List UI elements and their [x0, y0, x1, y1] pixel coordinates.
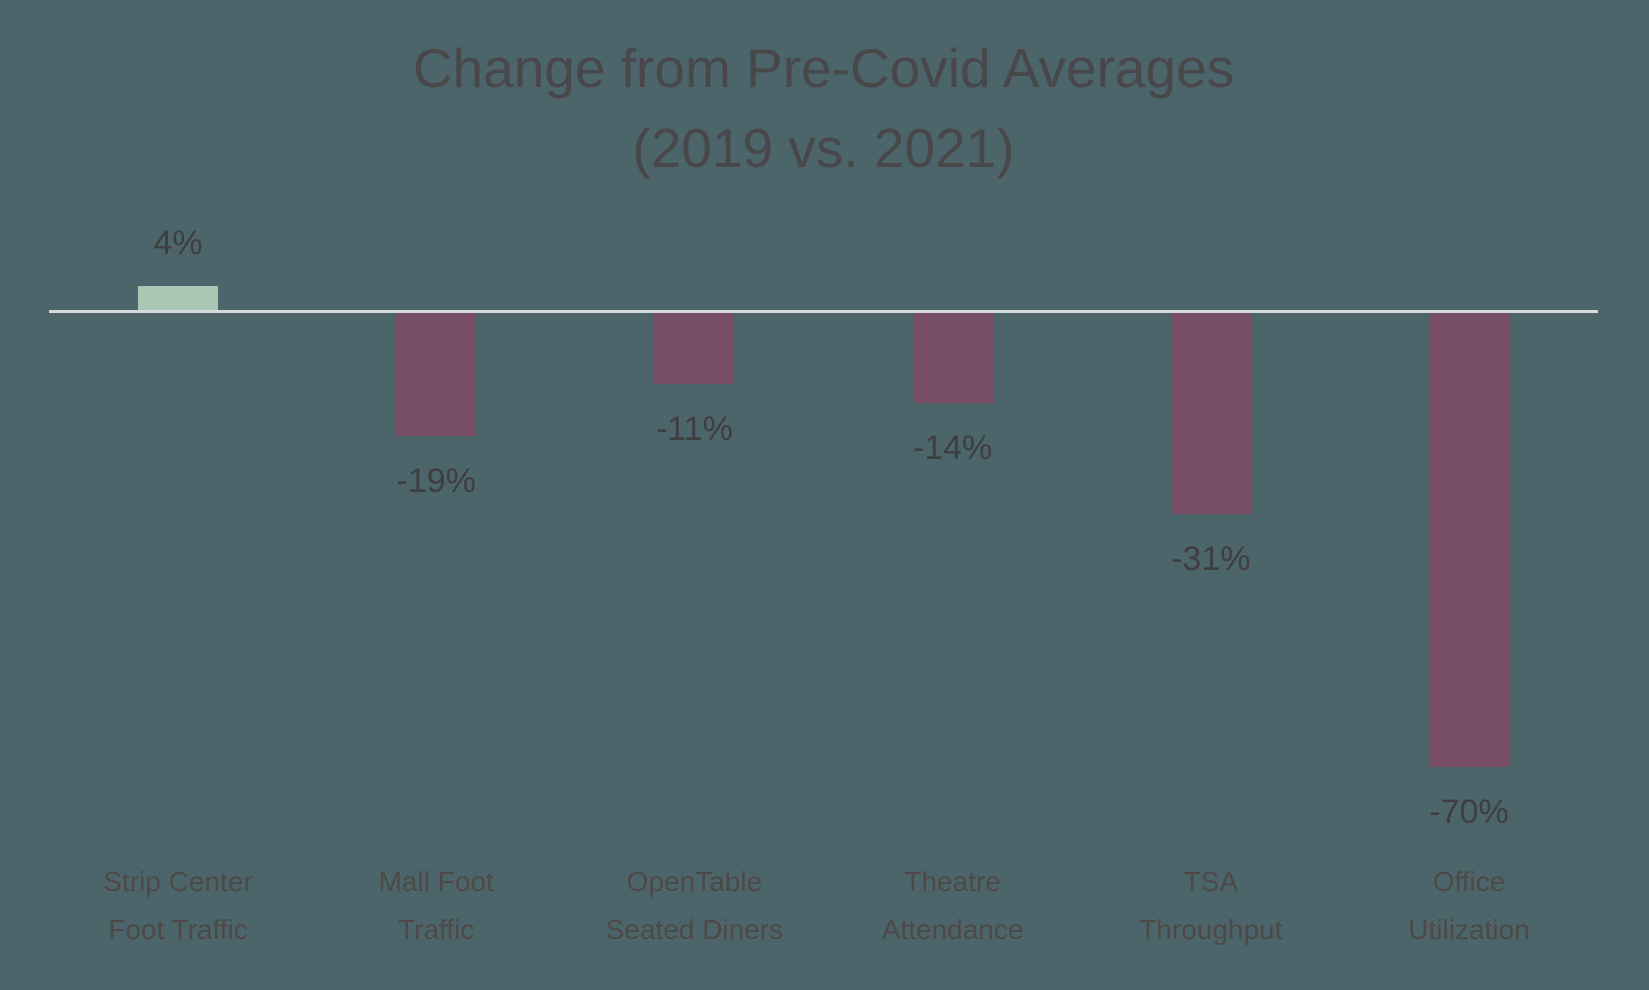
category-label-line: Traffic	[398, 914, 475, 945]
category-label-line: TSA	[1183, 866, 1239, 897]
data-label-tsa-throughput: -31%	[1171, 539, 1251, 578]
category-label-theatre-attendance: Theatre Attendance	[824, 858, 1082, 954]
bar-office-utilization	[1429, 311, 1509, 767]
chart-title: Change from Pre-Covid Averages (2019 vs.…	[49, 28, 1598, 188]
category-label-line: Strip Center	[103, 866, 253, 897]
category-label-line: Mall Foot	[378, 866, 494, 897]
data-label-opentable-seated-diners: -11%	[655, 409, 733, 448]
category-label-office-utilization: Office Utilization	[1340, 858, 1598, 954]
bar-opentable-seated-diners	[654, 311, 735, 384]
category-label-strip-center-foot-traffic: Strip Center Foot Traffic	[49, 858, 307, 954]
category-label-line: Throughput	[1139, 914, 1283, 945]
category-label-line: OpenTable	[626, 866, 763, 897]
bar-mall-foot-traffic	[396, 311, 477, 436]
category-label-line: Office	[1432, 866, 1506, 897]
x-axis-line	[49, 310, 1598, 313]
bar-strip-center-foot-traffic	[138, 285, 218, 312]
bar-theatre-attendance	[912, 311, 993, 403]
bar-tsa-throughput	[1170, 311, 1251, 514]
data-label-theatre-attendance: -14%	[912, 428, 993, 467]
data-label-strip-center-foot-traffic: 4%	[153, 223, 203, 262]
data-label-office-utilization: -70%	[1429, 792, 1509, 831]
category-label-line: Foot Traffic	[108, 914, 248, 945]
category-label-line: Attendance	[881, 914, 1024, 945]
category-label-line: Theatre	[904, 866, 1001, 897]
category-label-opentable-seated-diners: OpenTable Seated Diners	[565, 858, 823, 954]
category-label-line: Utilization	[1408, 914, 1530, 945]
chart-title-line1: Change from Pre-Covid Averages	[412, 37, 1235, 99]
chart-title-line2: (2019 vs. 2021)	[632, 117, 1015, 179]
category-label-mall-foot-traffic: Mall Foot Traffic	[307, 858, 565, 954]
category-label-tsa-throughput: TSA Throughput	[1082, 858, 1340, 954]
data-label-mall-foot-traffic: -19%	[396, 461, 476, 500]
category-label-line: Seated Diners	[605, 914, 784, 945]
